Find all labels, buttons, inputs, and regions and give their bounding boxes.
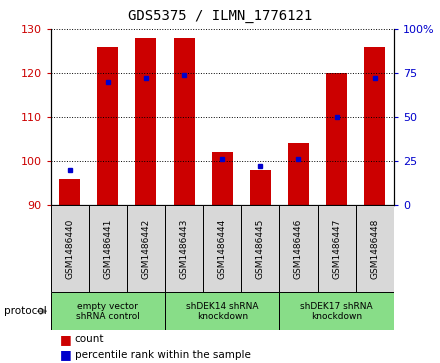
Bar xyxy=(250,170,271,205)
Text: GDS5375 / ILMN_1776121: GDS5375 / ILMN_1776121 xyxy=(128,9,312,23)
Bar xyxy=(59,179,80,205)
Text: ■: ■ xyxy=(59,348,71,362)
Bar xyxy=(89,205,127,292)
Bar xyxy=(97,46,118,205)
Text: GSM1486443: GSM1486443 xyxy=(180,219,189,279)
Text: empty vector
shRNA control: empty vector shRNA control xyxy=(76,302,140,321)
Text: shDEK14 shRNA
knockdown: shDEK14 shRNA knockdown xyxy=(186,302,258,321)
Text: GSM1486440: GSM1486440 xyxy=(65,219,74,279)
Bar xyxy=(212,152,233,205)
Text: GSM1486448: GSM1486448 xyxy=(370,219,379,279)
Text: ■: ■ xyxy=(59,333,71,346)
Bar xyxy=(203,205,241,292)
Bar xyxy=(326,73,347,205)
Bar xyxy=(241,205,279,292)
Bar xyxy=(127,205,165,292)
Bar xyxy=(279,292,394,330)
Bar xyxy=(51,292,165,330)
Text: shDEK17 shRNA
knockdown: shDEK17 shRNA knockdown xyxy=(300,302,373,321)
Text: GSM1486445: GSM1486445 xyxy=(256,219,265,279)
Bar xyxy=(136,38,157,205)
Bar xyxy=(165,205,203,292)
Text: count: count xyxy=(75,334,104,344)
Bar xyxy=(318,205,356,292)
Text: GSM1486442: GSM1486442 xyxy=(141,219,150,279)
Bar xyxy=(279,205,318,292)
Text: percentile rank within the sample: percentile rank within the sample xyxy=(75,350,251,360)
Bar xyxy=(364,46,385,205)
Text: GSM1486446: GSM1486446 xyxy=(294,219,303,279)
Bar xyxy=(288,143,309,205)
Bar xyxy=(356,205,394,292)
Bar xyxy=(51,205,89,292)
Bar xyxy=(174,38,194,205)
Text: GSM1486444: GSM1486444 xyxy=(218,219,227,279)
Text: GSM1486447: GSM1486447 xyxy=(332,219,341,279)
Text: GSM1486441: GSM1486441 xyxy=(103,219,112,279)
Bar xyxy=(165,292,279,330)
Text: protocol: protocol xyxy=(4,306,47,317)
